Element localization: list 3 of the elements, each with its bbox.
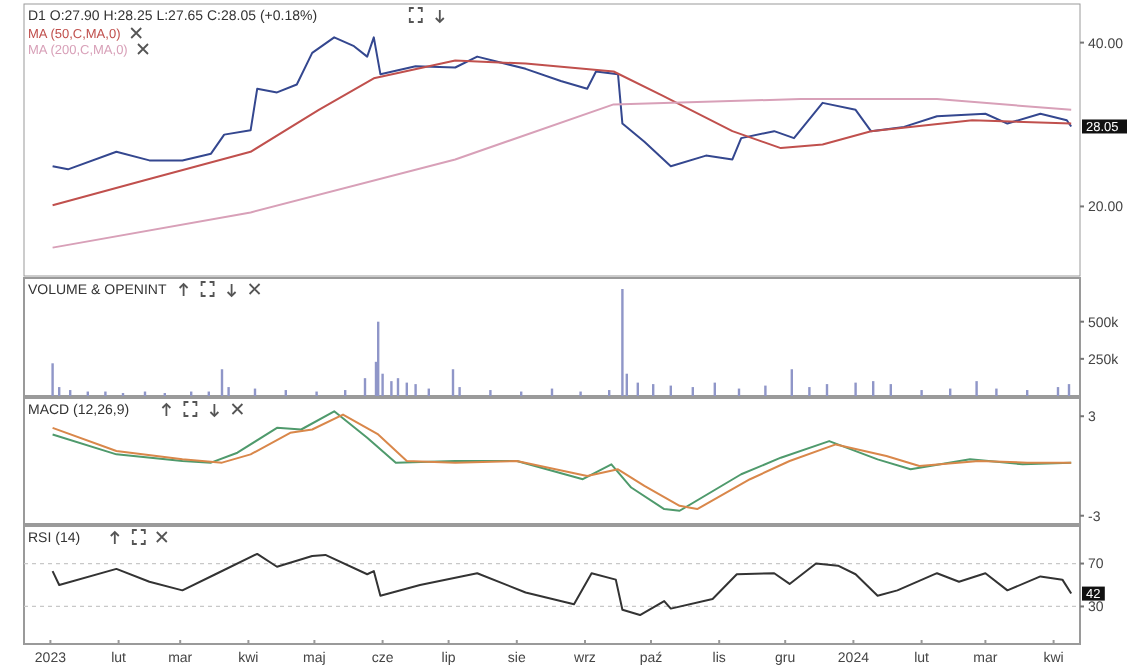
line-series (51, 59, 1073, 207)
line-series (51, 552, 1073, 617)
line-series (51, 98, 1073, 249)
